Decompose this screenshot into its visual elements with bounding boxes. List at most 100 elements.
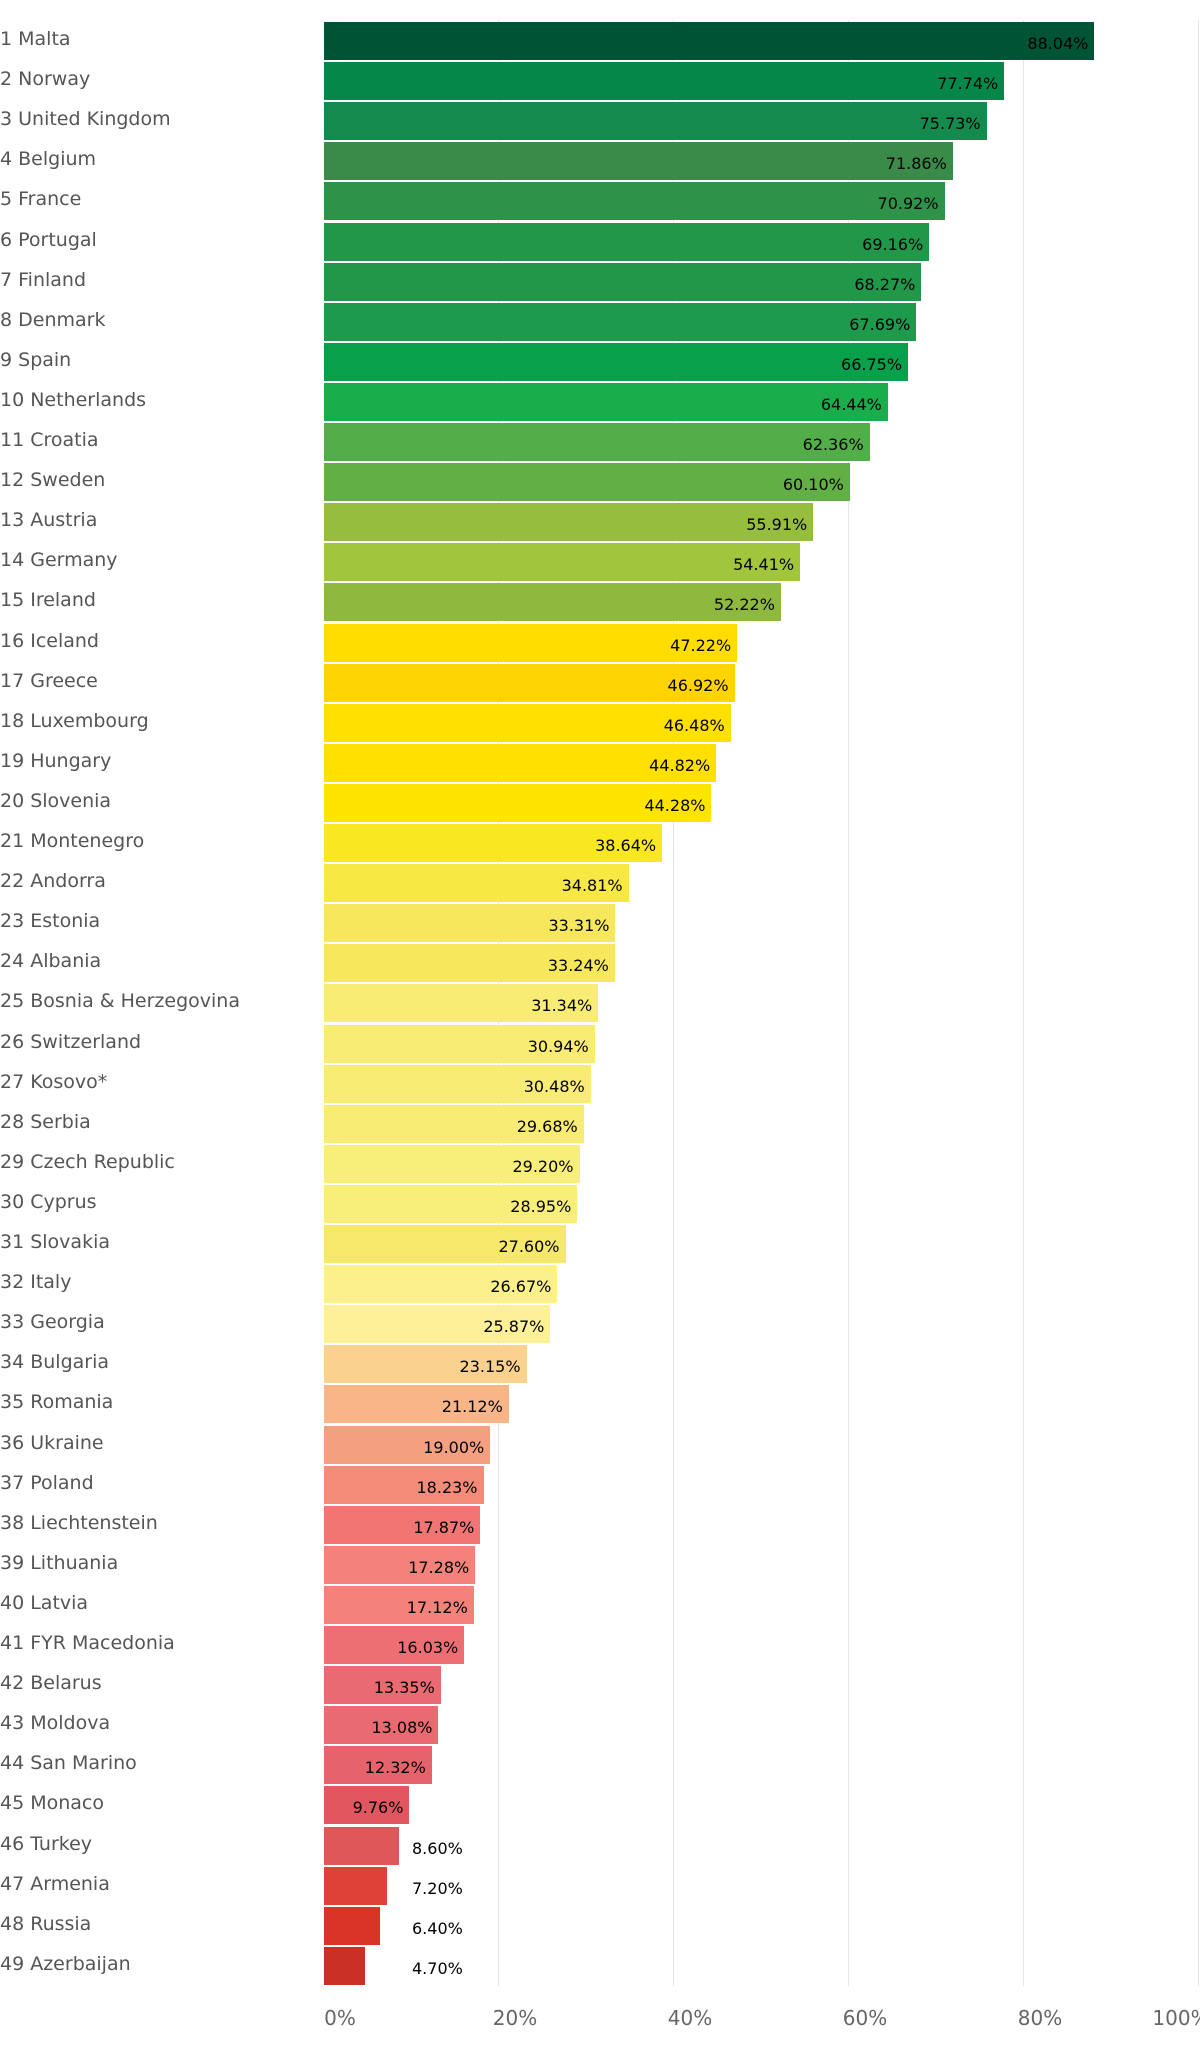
bar[interactable] [324, 1144, 580, 1183]
bar[interactable] [324, 1866, 387, 1905]
category-label: 34 Bulgaria [0, 1351, 110, 1374]
bar[interactable] [324, 1064, 591, 1103]
category-label: 19 Hungary [0, 749, 112, 772]
bar[interactable] [324, 1666, 441, 1705]
bar[interactable] [324, 904, 616, 943]
category-label: 15 Ireland [0, 589, 96, 612]
data-label: 29.68% [516, 1116, 578, 1136]
bar[interactable] [324, 463, 850, 502]
bar[interactable] [324, 503, 814, 542]
bar[interactable] [324, 1505, 481, 1544]
category-label: 33 Georgia [0, 1311, 105, 1334]
data-label: 33.24% [547, 956, 609, 976]
category-label: 8 Denmark [0, 308, 106, 331]
gridline [1198, 20, 1199, 1986]
category-label: 23 Estonia [0, 910, 101, 933]
data-label: 75.73% [919, 114, 981, 134]
data-label: 6.40% [412, 1918, 463, 1938]
data-label: 4.70% [412, 1958, 463, 1978]
bar[interactable] [324, 1225, 566, 1263]
bar[interactable] [324, 1826, 400, 1865]
gridline [848, 20, 849, 1986]
bar[interactable] [324, 984, 599, 1023]
bar[interactable] [324, 1545, 476, 1584]
data-label: 30.94% [527, 1036, 589, 1056]
data-label: 77.74% [937, 74, 999, 94]
bar[interactable] [324, 182, 945, 221]
bar[interactable] [324, 1305, 551, 1344]
bar[interactable] [324, 864, 629, 903]
bar[interactable] [324, 623, 738, 662]
data-label: 17.12% [406, 1597, 468, 1617]
data-label: 30.48% [523, 1076, 585, 1096]
bar[interactable] [324, 382, 888, 421]
category-label: 25 Bosnia & Herzegovina [0, 990, 240, 1013]
data-label: 69.16% [862, 234, 924, 254]
category-label: 47 Armenia [0, 1872, 110, 1895]
bar[interactable] [324, 1786, 410, 1825]
bar[interactable] [324, 783, 712, 822]
bar[interactable] [324, 663, 735, 702]
bar[interactable] [324, 1626, 465, 1664]
bar[interactable] [324, 1184, 578, 1223]
category-label: 42 Belarus [0, 1672, 102, 1695]
bar[interactable] [324, 1345, 527, 1384]
bar[interactable] [324, 1425, 491, 1464]
bar[interactable] [324, 102, 987, 141]
category-label: 4 Belgium [0, 148, 97, 171]
data-label: 33.31% [548, 916, 610, 936]
x-tick-label: 80% [1017, 2006, 1063, 2030]
data-label: 46.48% [663, 715, 725, 735]
x-tick-label: 40% [667, 2006, 713, 2030]
category-label: 24 Albania [0, 950, 102, 973]
category-label: 28 Serbia [0, 1110, 91, 1133]
bar[interactable] [324, 1104, 584, 1143]
data-label: 29.20% [512, 1156, 574, 1176]
bar[interactable] [324, 1906, 380, 1945]
category-label: 22 Andorra [0, 870, 106, 893]
category-label: 26 Switzerland [0, 1030, 142, 1053]
bar[interactable] [324, 824, 663, 862]
category-label: 37 Poland [0, 1471, 94, 1494]
bar[interactable] [324, 1024, 595, 1063]
data-label: 25.87% [483, 1317, 545, 1337]
bar[interactable] [324, 1946, 366, 1985]
x-tick-label: 60% [842, 2006, 888, 2030]
bar[interactable] [324, 743, 717, 782]
bar[interactable] [324, 1746, 432, 1785]
category-label: 48 Russia [0, 1912, 92, 1935]
bar[interactable] [324, 62, 1005, 101]
data-label: 19.00% [423, 1437, 485, 1457]
bar[interactable] [324, 142, 953, 181]
bar[interactable] [324, 1585, 474, 1624]
category-label: 27 Kosovo* [0, 1070, 108, 1093]
bar[interactable] [324, 944, 615, 983]
bar[interactable] [324, 1385, 509, 1424]
category-label: 1 Malta [0, 28, 71, 50]
bar[interactable] [324, 22, 1095, 60]
bar[interactable] [324, 262, 922, 301]
bar[interactable] [324, 1265, 558, 1304]
data-label: 27.60% [498, 1237, 560, 1256]
category-label: 6 Portugal [0, 228, 97, 251]
bar[interactable] [324, 583, 781, 622]
category-label: 30 Cyprus [0, 1190, 97, 1213]
data-label: 44.28% [644, 795, 706, 815]
bar[interactable] [324, 1465, 484, 1504]
category-label: 11 Croatia [0, 429, 99, 451]
category-label: 16 Iceland [0, 629, 99, 652]
category-label: 35 Romania [0, 1391, 114, 1414]
bar[interactable] [324, 222, 930, 261]
bar[interactable] [324, 302, 917, 341]
data-label: 34.81% [561, 876, 623, 896]
data-label: 44.82% [649, 755, 711, 775]
bar[interactable] [324, 423, 870, 461]
bar[interactable] [324, 543, 801, 582]
category-label: 3 United Kingdom [0, 108, 171, 131]
bar[interactable] [324, 342, 909, 381]
data-label: 9.76% [352, 1798, 404, 1818]
data-label: 21.12% [441, 1397, 503, 1417]
category-label: 49 Azerbaijan [0, 1952, 131, 1975]
bar[interactable] [324, 1706, 439, 1745]
bar[interactable] [324, 703, 731, 742]
